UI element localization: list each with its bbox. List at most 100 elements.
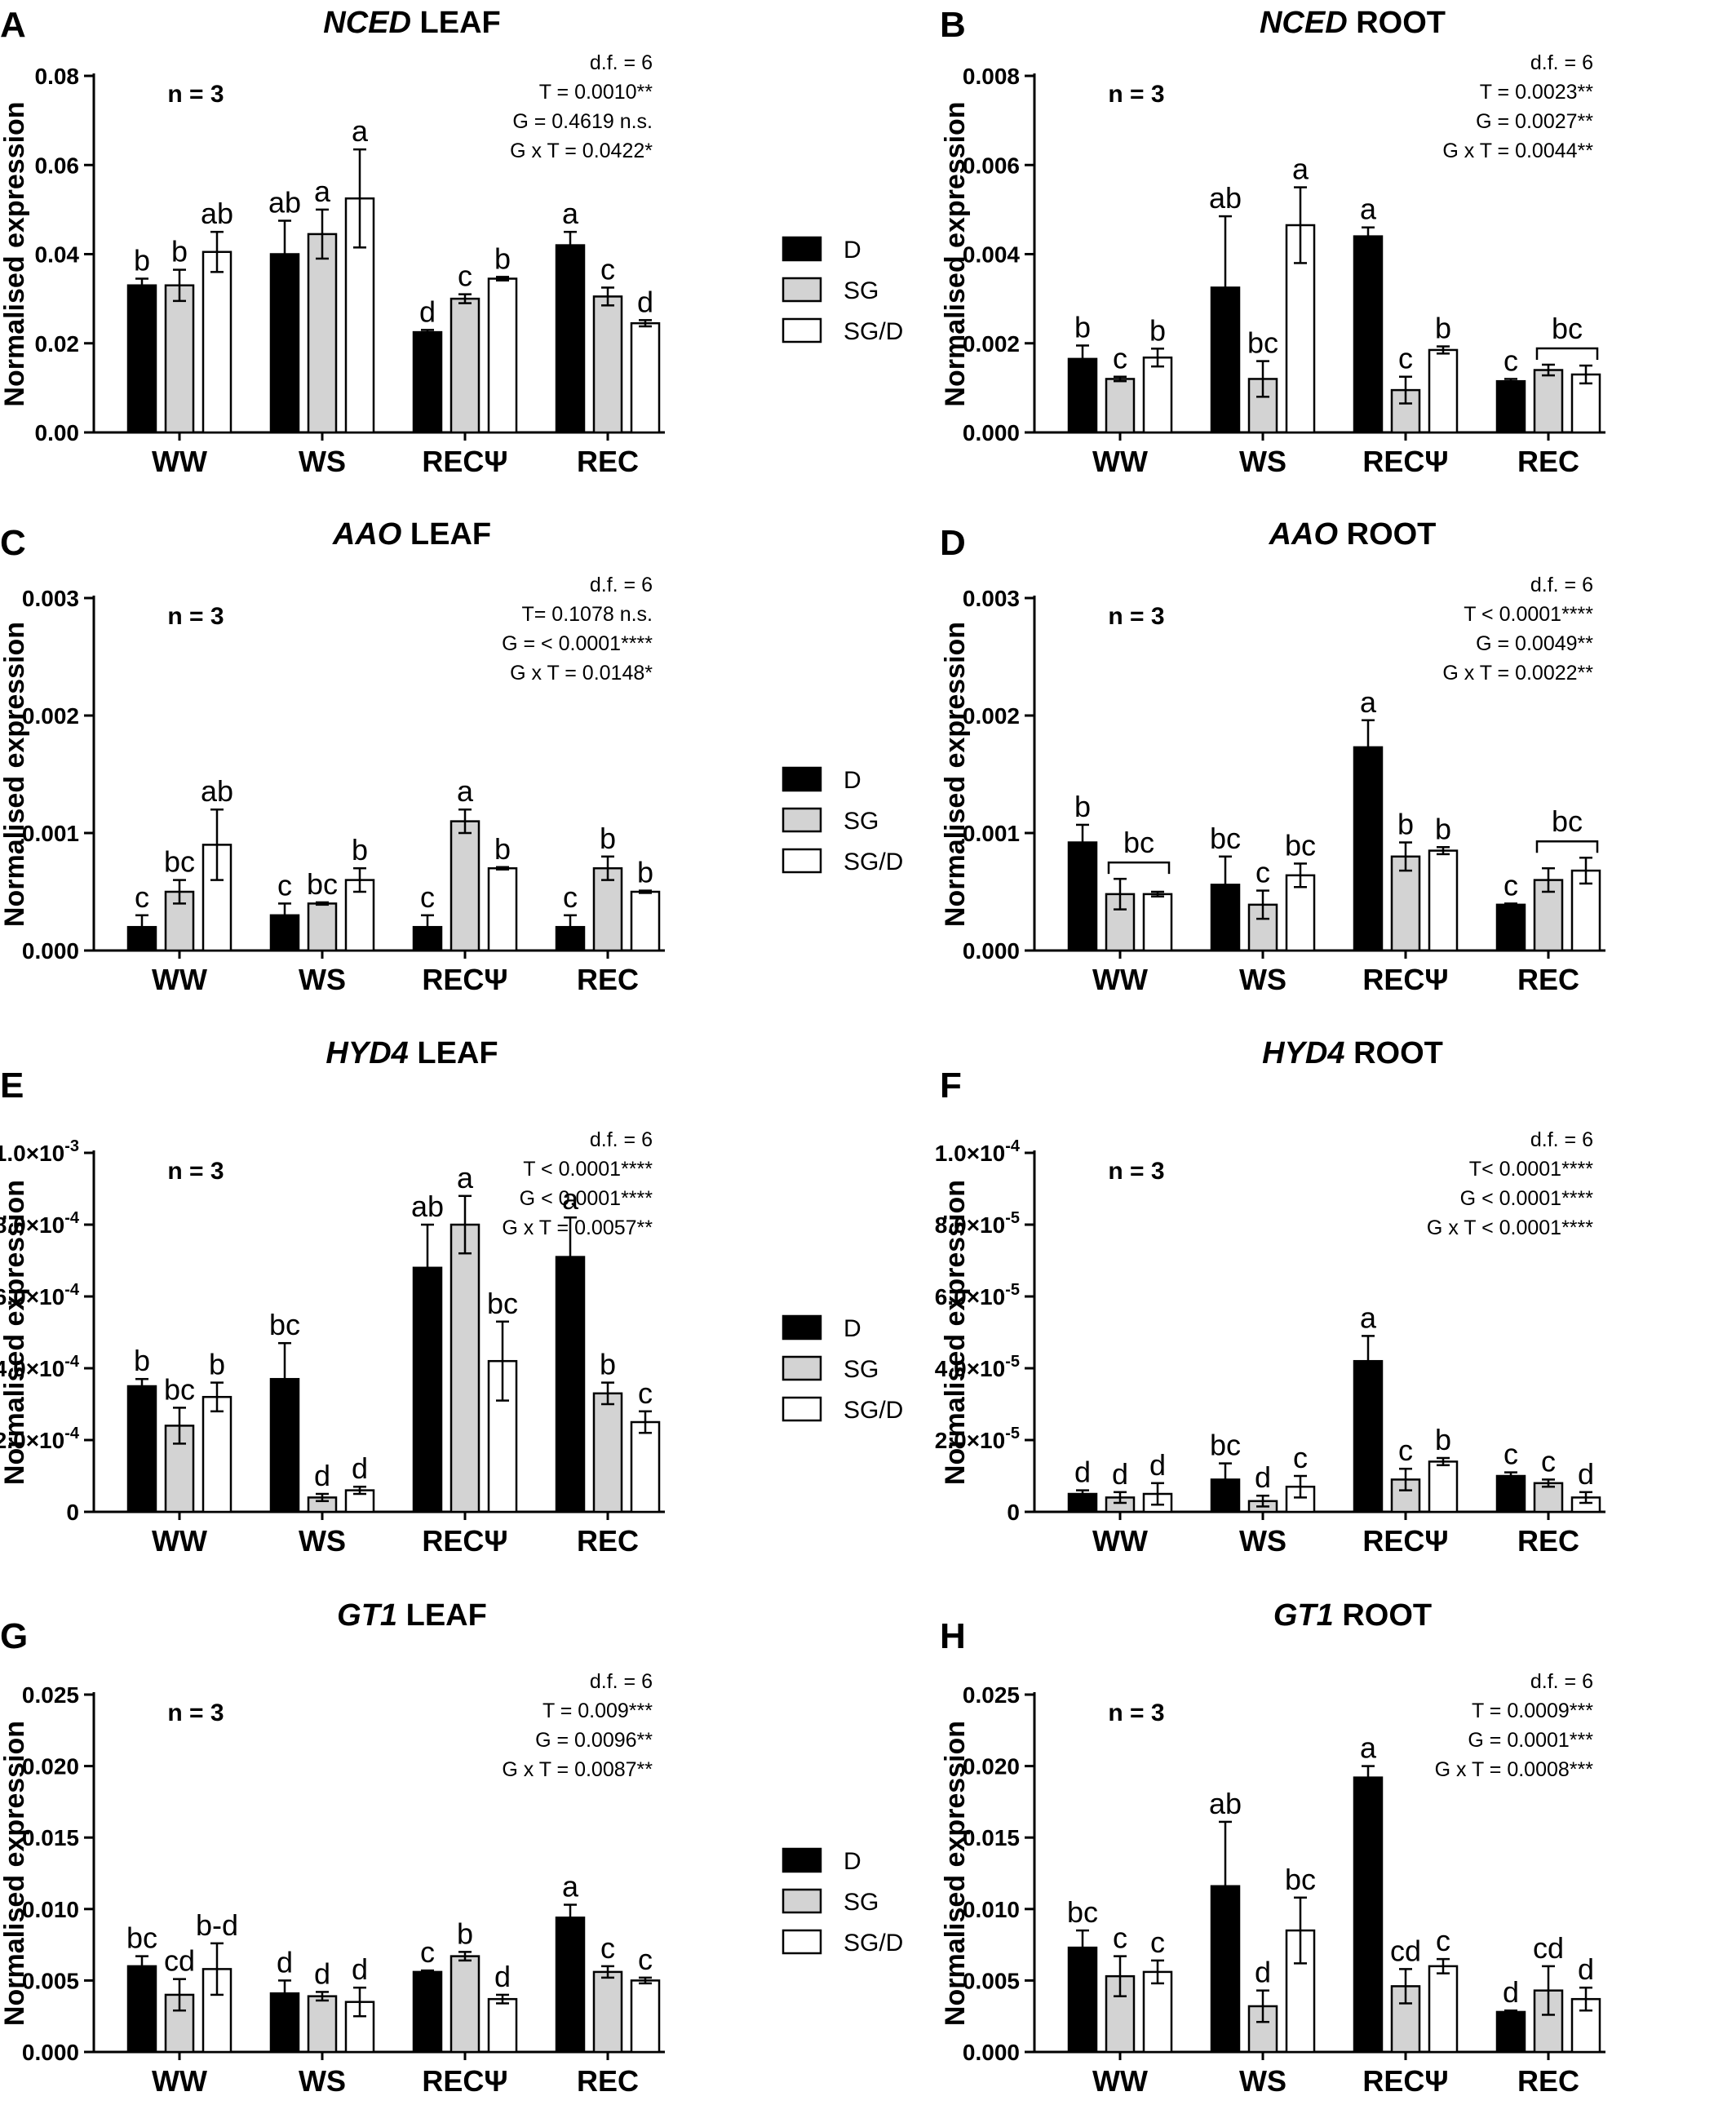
stats-line: G < 0.0001**** — [1460, 1187, 1594, 1210]
title-tissue: ROOT — [1334, 1598, 1432, 1633]
significance-letter: bc — [1067, 1895, 1098, 1929]
bar-D — [126, 1385, 157, 1513]
legend-label: D — [844, 767, 861, 794]
panel-title: NCED ROOT — [1260, 6, 1446, 40]
stats-line: T< 0.0001**** — [1469, 1158, 1593, 1181]
significance-letter: bc — [1285, 828, 1316, 862]
x-category-label: WW — [1092, 2064, 1148, 2098]
x-category-label: RECΨ — [1362, 2064, 1448, 2098]
legend-label: SG/D — [844, 849, 903, 875]
y-tick-exponent: -3 — [64, 1137, 79, 1155]
stats-line: G = 0.0096** — [535, 1729, 653, 1752]
significance-letter: c — [420, 1935, 435, 1969]
y-tick-label: 0.04 — [35, 242, 80, 268]
legend: D SG SG/D — [782, 766, 903, 875]
y-tick-exponent: -4 — [64, 1281, 80, 1299]
legend-label: SG — [844, 1889, 879, 1916]
stats-line: G x T = 0.0022** — [1442, 662, 1593, 685]
significance-letter: b — [600, 1348, 616, 1381]
significance-letter: b — [600, 822, 616, 855]
bar-SG — [592, 295, 623, 434]
y-tick-label: 0 — [1007, 1500, 1020, 1525]
significance-letter: a — [1360, 685, 1377, 719]
significance-letter: a — [562, 1870, 579, 1903]
x-category-label: RECΨ — [1362, 1524, 1448, 1558]
panel-letter: E — [0, 1066, 24, 1106]
significance-letter: c — [420, 880, 435, 914]
y-tick-label: 0.005 — [963, 1968, 1020, 1993]
bar-SG — [592, 1970, 623, 2054]
significance-letter: c — [1150, 1926, 1165, 1959]
bar-SG — [1105, 378, 1136, 434]
y-tick-label: 0.003 — [963, 586, 1020, 611]
bar-SG/D — [1428, 348, 1459, 434]
title-gene: AAO — [332, 517, 401, 552]
y-tick-exponent: -4 — [1005, 1137, 1021, 1155]
significance-letter: b — [134, 244, 150, 277]
significance-letter: cd — [1390, 1934, 1421, 1967]
significance-letter: b — [1435, 812, 1451, 845]
legend-label: D — [844, 237, 861, 264]
y-tick-label: 0.06 — [35, 153, 80, 178]
significance-letter: c — [600, 1931, 615, 1965]
title-gene: HYD4 — [326, 1036, 408, 1070]
bar-SG/D — [630, 1420, 661, 1513]
y-tick-label: 6.0×10-5 — [935, 1281, 1020, 1310]
significance-letter: d — [1149, 1448, 1166, 1482]
legend-swatch-SG/D — [782, 848, 822, 874]
significance-letter: d — [419, 295, 436, 328]
significance-letter: ab — [1209, 1787, 1242, 1820]
stats-line: d.f. = 6 — [590, 1670, 653, 1693]
stats-line: d.f. = 6 — [1530, 1128, 1593, 1151]
significance-letter: b-d — [196, 1908, 238, 1942]
y-tick-label: 2.0×10-4 — [0, 1425, 80, 1453]
x-category-label: REC — [1517, 2064, 1579, 2098]
stats-line: T = 0.009*** — [542, 1700, 653, 1722]
bar-SG/D — [344, 879, 375, 952]
title-gene: HYD4 — [1262, 1036, 1344, 1070]
stats-line: G = 0.0027** — [1476, 110, 1593, 133]
y-axis-label: Normalised expression — [940, 101, 971, 406]
significance-letter: d — [1503, 1975, 1519, 2009]
y-axis-label: Normalised expression — [0, 1721, 30, 2026]
title-tissue: LEAF — [401, 517, 491, 552]
significance-letter: bc — [1210, 822, 1241, 855]
significance-letter: d — [1112, 1457, 1128, 1491]
n-label: n = 3 — [1108, 603, 1164, 630]
significance-letter: bc — [1247, 326, 1278, 360]
significance-letter: ab — [1209, 181, 1242, 215]
y-tick-label: 0.015 — [22, 1825, 79, 1850]
panel-letter: G — [0, 1616, 28, 1656]
bar-SG — [450, 1955, 480, 2054]
y-tick-mantissa: 2.0×10 — [0, 1428, 64, 1453]
significance-letter: a — [1360, 1731, 1377, 1765]
y-tick-label: 4.0×10-4 — [0, 1353, 80, 1381]
significance-letter: cd — [1533, 1931, 1564, 1965]
bar-SG — [1533, 1482, 1564, 1513]
significance-letter: b — [1074, 790, 1091, 823]
bracket — [1535, 347, 1599, 360]
stats-line: G x T = 0.0044** — [1442, 140, 1593, 162]
significance-letter: c — [1504, 343, 1518, 377]
significance-letter: a — [1360, 193, 1377, 226]
significance-letter: a — [314, 175, 331, 208]
y-tick-mantissa: 4.0×10 — [0, 1356, 64, 1381]
legend-swatch-D — [782, 1847, 822, 1873]
legend-swatch-SG — [782, 807, 822, 833]
bar-SG — [164, 284, 195, 434]
significance-letter: b — [171, 235, 188, 268]
bar-SG — [592, 1392, 623, 1513]
bar-D — [1353, 235, 1384, 434]
x-category-label: WS — [299, 1524, 346, 1558]
legend-swatch-D — [782, 766, 822, 792]
n-label: n = 3 — [1108, 1158, 1164, 1185]
significance-letter: d — [1578, 1952, 1594, 1986]
y-tick-label: 0.08 — [35, 64, 80, 89]
x-category-label: RECΨ — [1362, 445, 1448, 478]
y-tick-label: 0.004 — [963, 242, 1020, 268]
x-category-label: RECΨ — [422, 1524, 507, 1558]
bar-SG/D — [630, 321, 661, 434]
y-axis-label: Normalised expression — [0, 1180, 30, 1485]
significance-letter: bc — [164, 1372, 195, 1406]
significance-letter: a — [1292, 153, 1309, 186]
